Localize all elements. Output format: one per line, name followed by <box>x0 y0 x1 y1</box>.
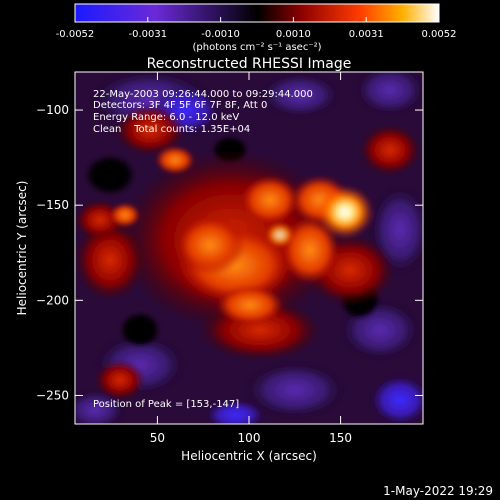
time-range-text: 22-May-2003 09:26:44.000 to 09:29:44.000 <box>93 89 313 100</box>
colorbar-tick-label: 0.0052 <box>422 29 457 40</box>
method-counts-text: Clean Total counts: 1.35E+04 <box>93 124 250 135</box>
colorbar-tick-label: -0.0010 <box>201 29 240 40</box>
x-tick-label: 100 <box>238 431 261 445</box>
rhessi-image <box>75 72 423 424</box>
colorbar-tick-label: -0.0031 <box>128 29 167 40</box>
y-tick-label: −250 <box>36 388 69 402</box>
colorbar-unit-label: (photons cm⁻² s⁻¹ asec⁻²) <box>192 42 321 53</box>
x-axis-label: Heliocentric X (arcsec) <box>181 449 317 463</box>
colorbar-tick-label: 0.0031 <box>349 29 384 40</box>
colorbar-tick-label: 0.0010 <box>276 29 311 40</box>
y-axis: −100 −150 −200 −250 <box>36 103 423 402</box>
y-axis-label: Heliocentric Y (arcsec) <box>15 181 29 316</box>
detectors-text: Detectors: 3F 4F 5F 6F 7F 8F, Att 0 <box>93 100 267 111</box>
colorbar-tick-marks <box>74 17 440 22</box>
image-annotations: 22-May-2003 09:26:44.000 to 09:29:44.000… <box>93 89 313 410</box>
y-tick-label: −150 <box>36 198 69 212</box>
y-tick-label: −100 <box>36 103 69 117</box>
plot-title: Reconstructed RHESSI Image <box>147 56 352 72</box>
colorbar-tick-label: -0.0052 <box>56 29 95 40</box>
x-tick-label: 150 <box>329 431 352 445</box>
y-tick-label: −200 <box>36 293 69 307</box>
colorbar-gradient <box>74 3 440 23</box>
footer-date: 1-May-2022 19:29 <box>383 484 493 498</box>
x-tick-label: 50 <box>150 431 165 445</box>
x-axis: 50 100 150 <box>150 72 352 445</box>
energy-range-text: Energy Range: 6.0 - 12.0 keV <box>93 112 239 123</box>
colorbar-tick-labels: -0.0052 -0.0031 -0.0010 0.0010 0.0031 0.0052 <box>56 29 457 40</box>
colorbar: -0.0052 -0.0031 -0.0010 0.0010 0.0031 0.0052 … <box>56 3 457 53</box>
peak-position-text: Position of Peak = [153,-147] <box>93 399 239 410</box>
